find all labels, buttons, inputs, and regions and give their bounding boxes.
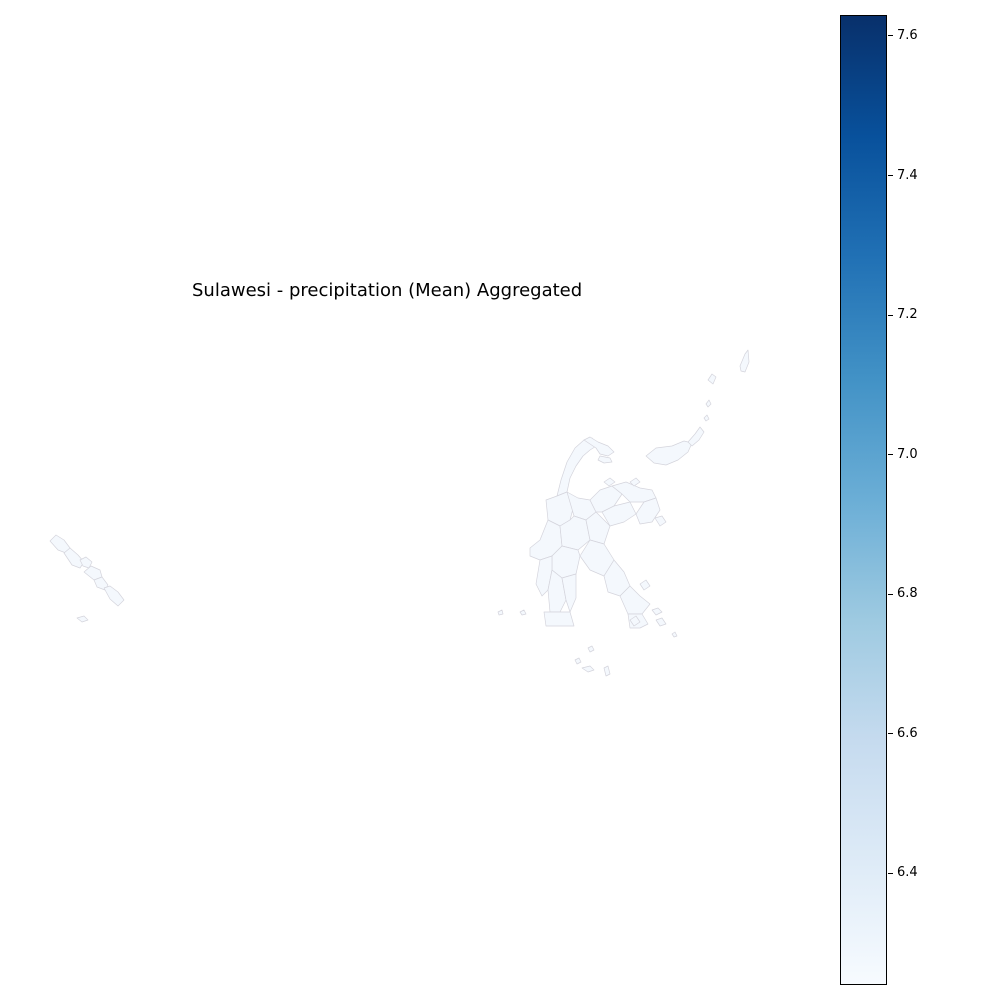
colorbar-tick-mark (888, 872, 893, 874)
region-west-island-4 (83, 565, 103, 581)
region-north-east-1 (645, 440, 693, 466)
region-southwest-3 (543, 611, 575, 627)
region-islet-j (603, 665, 611, 677)
map-title: Sulawesi - precipitation (Mean) Aggregat… (192, 280, 583, 301)
colorbar-tick-mark (888, 593, 893, 595)
region-north-islet-1 (707, 373, 717, 385)
region-north-arm-3 (597, 455, 613, 464)
colorbar-tick-label: 7.0 (897, 446, 918, 462)
region-north-islet-3 (705, 399, 712, 408)
colorbar-tick-label: 7.4 (897, 167, 918, 183)
colorbar-tick-mark (888, 733, 893, 735)
region-islet-i (581, 665, 595, 673)
region-islet-k (519, 609, 527, 616)
region-east-peninsula (635, 497, 661, 525)
colorbar-tick-label: 7.2 (897, 307, 918, 323)
colorbar (840, 15, 887, 985)
colorbar-tick-mark (888, 454, 893, 456)
colorbar-tick-mark (888, 314, 893, 316)
colorbar-tick-label: 6.4 (897, 865, 918, 881)
region-north-east-2 (687, 426, 705, 447)
region-west-island-2 (63, 547, 85, 569)
region-islet-g (629, 615, 641, 627)
region-islet-a (603, 477, 616, 487)
region-islet-n (671, 631, 678, 638)
region-islet-l (497, 609, 504, 616)
colorbar-tick-label: 6.6 (897, 725, 918, 741)
region-north-islet-4 (703, 414, 710, 422)
region-west-island-6 (103, 585, 125, 607)
colorbar-tick-mark (888, 175, 893, 176)
colorbar-tick-label: 7.6 (897, 27, 918, 43)
region-west-islet (76, 615, 89, 623)
region-islet-c (654, 515, 667, 527)
sulawesi-regions (49, 349, 750, 677)
region-north-arm-2 (583, 436, 615, 457)
colorbar-tick-label: 6.8 (897, 586, 918, 602)
region-west-island-3 (79, 556, 93, 569)
region-southwest-2 (561, 573, 577, 613)
region-islet-m (587, 645, 595, 653)
region-islet-b (629, 477, 641, 487)
region-islet-f (655, 617, 667, 627)
region-north-islet-2 (739, 349, 750, 373)
region-north-arm-1 (556, 437, 599, 497)
region-central-3 (589, 485, 623, 513)
region-central-7 (585, 511, 611, 545)
region-islet-d (639, 579, 651, 591)
colorbar-tick-mark (888, 35, 893, 37)
region-islet-e (651, 607, 663, 616)
region-islet-h (574, 657, 582, 665)
